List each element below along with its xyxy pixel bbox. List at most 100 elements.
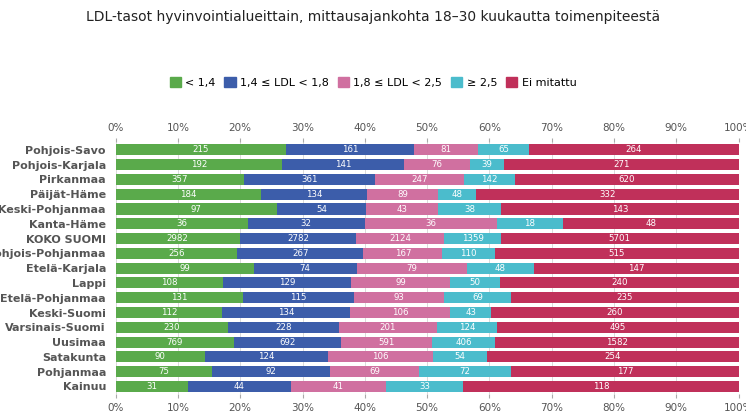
Bar	[404, 159, 470, 170]
Text: 332: 332	[599, 190, 615, 199]
Bar	[242, 292, 354, 303]
Text: 192: 192	[191, 160, 207, 169]
Text: 38: 38	[464, 204, 475, 214]
Bar	[511, 292, 739, 303]
Text: 254: 254	[604, 352, 621, 362]
Text: 2982: 2982	[167, 234, 189, 243]
Text: 54: 54	[454, 352, 466, 362]
Bar	[116, 174, 245, 185]
Bar	[562, 218, 739, 229]
Bar	[223, 277, 351, 289]
Text: 177: 177	[617, 367, 633, 376]
Bar	[504, 159, 739, 170]
Text: 31: 31	[146, 382, 157, 391]
Bar	[116, 381, 188, 392]
Text: 2124: 2124	[389, 234, 411, 243]
Bar	[357, 263, 467, 274]
Bar	[116, 292, 242, 303]
Text: 201: 201	[380, 323, 396, 332]
Bar	[212, 366, 330, 377]
Text: 134: 134	[306, 190, 322, 199]
Text: 115: 115	[290, 293, 307, 302]
Text: 112: 112	[160, 308, 177, 317]
Bar	[476, 189, 739, 200]
Text: 110: 110	[460, 249, 477, 258]
Bar	[515, 174, 739, 185]
Text: 50: 50	[469, 279, 480, 287]
Bar	[254, 263, 357, 274]
Bar	[116, 366, 212, 377]
Bar	[116, 277, 223, 289]
Bar	[341, 336, 432, 348]
Bar	[492, 307, 739, 318]
Bar	[286, 144, 413, 155]
Bar	[495, 336, 739, 348]
Text: 92: 92	[266, 367, 277, 376]
Bar	[116, 336, 234, 348]
Text: 256: 256	[168, 249, 184, 258]
Bar	[432, 336, 495, 348]
Text: 591: 591	[378, 338, 395, 347]
Bar	[116, 248, 237, 259]
Text: 406: 406	[455, 338, 471, 347]
Bar	[497, 218, 562, 229]
Text: 142: 142	[481, 175, 498, 184]
Text: 515: 515	[608, 249, 625, 258]
Bar	[495, 248, 739, 259]
Bar	[365, 218, 497, 229]
Bar	[530, 144, 739, 155]
Bar	[222, 307, 350, 318]
Bar	[116, 352, 205, 362]
Bar	[116, 159, 282, 170]
Text: 361: 361	[301, 175, 318, 184]
Bar	[433, 352, 486, 362]
Bar	[356, 233, 445, 244]
Text: LDL-tasot hyvinvointialueittain, mittausajankohta 18–30 kuukautta toimenpiteestä: LDL-tasot hyvinvointialueittain, mittaus…	[86, 10, 660, 24]
Bar	[351, 277, 450, 289]
Text: 235: 235	[616, 293, 633, 302]
Text: 99: 99	[395, 279, 406, 287]
Text: 124: 124	[258, 352, 275, 362]
Text: 43: 43	[397, 204, 407, 214]
Bar	[451, 307, 492, 318]
Text: 79: 79	[407, 264, 417, 273]
Bar	[445, 233, 501, 244]
Text: 264: 264	[626, 145, 642, 154]
Text: 124: 124	[459, 323, 475, 332]
Text: 357: 357	[172, 175, 188, 184]
Bar	[501, 204, 739, 215]
Text: 118: 118	[592, 382, 609, 391]
Text: 240: 240	[611, 279, 627, 287]
Legend: < 1,4, 1,4 ≤ LDL < 1,8, 1,8 ≤ LDL < 2,5, ≥ 2,5, Ei mitattu: < 1,4, 1,4 ≤ LDL < 1,8, 1,8 ≤ LDL < 2,5,…	[165, 72, 581, 92]
Text: 215: 215	[192, 145, 209, 154]
Text: 81: 81	[440, 145, 451, 154]
Bar	[498, 322, 739, 333]
Bar	[116, 218, 248, 229]
Text: 769: 769	[166, 338, 183, 347]
Text: 43: 43	[466, 308, 477, 317]
Bar	[501, 233, 739, 244]
Bar	[444, 292, 511, 303]
Text: 18: 18	[524, 219, 535, 228]
Text: 620: 620	[618, 175, 635, 184]
Text: 184: 184	[181, 190, 197, 199]
Bar	[277, 204, 366, 215]
Text: 39: 39	[481, 160, 492, 169]
Text: 72: 72	[460, 367, 471, 376]
Text: 90: 90	[155, 352, 166, 362]
Bar	[511, 366, 739, 377]
Bar	[248, 218, 365, 229]
Text: 271: 271	[613, 160, 630, 169]
Bar	[533, 263, 739, 274]
Bar	[374, 174, 464, 185]
Bar	[234, 336, 341, 348]
Text: 267: 267	[292, 249, 308, 258]
Bar	[442, 248, 495, 259]
Bar	[116, 263, 254, 274]
Text: 1359: 1359	[462, 234, 483, 243]
Text: 167: 167	[395, 249, 411, 258]
Text: 692: 692	[279, 338, 295, 347]
Text: 36: 36	[176, 219, 187, 228]
Bar	[486, 352, 739, 362]
Bar	[330, 366, 419, 377]
